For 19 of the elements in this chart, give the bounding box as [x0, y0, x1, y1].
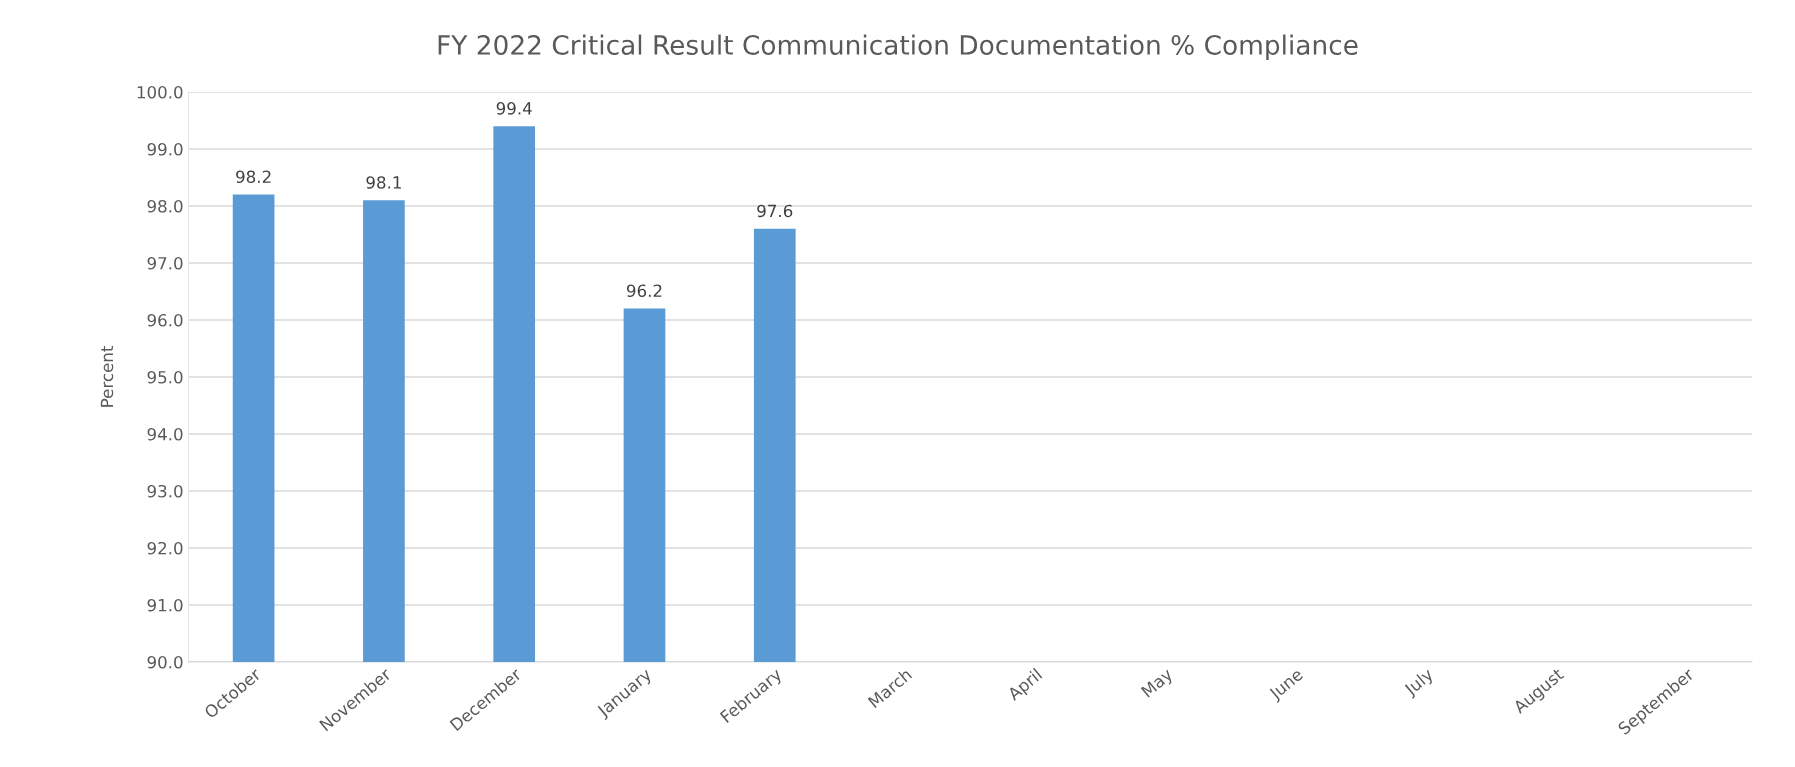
- y-tick-label: 95.0: [147, 370, 183, 384]
- y-tick-label: 90.0: [147, 655, 183, 669]
- y-tick-label: 94.0: [147, 427, 183, 441]
- y-tick-label: 97.0: [147, 256, 183, 270]
- y-tick-label: 92.0: [147, 541, 183, 555]
- data-label: 98.1: [366, 176, 401, 189]
- y-tick-label: 99.0: [147, 142, 183, 156]
- y-tick-label: 91.0: [147, 598, 183, 612]
- y-tick-label: 96.0: [147, 313, 183, 327]
- y-tick-label: 100.0: [137, 86, 183, 99]
- data-label: 97.6: [757, 204, 793, 218]
- x-tick-label: May: [1140, 667, 1176, 701]
- y-tick-label: 93.0: [147, 484, 183, 498]
- data-label: 96.2: [626, 284, 662, 298]
- y-tick-label: 98.0: [147, 199, 183, 213]
- data-label: 98.2: [236, 170, 271, 184]
- data-label: 99.4: [496, 102, 532, 115]
- chart-title: FY 2022 Critical Result Communication Documentation % Compliance: [438, 34, 1358, 61]
- y-axis-title: Percent: [100, 346, 114, 407]
